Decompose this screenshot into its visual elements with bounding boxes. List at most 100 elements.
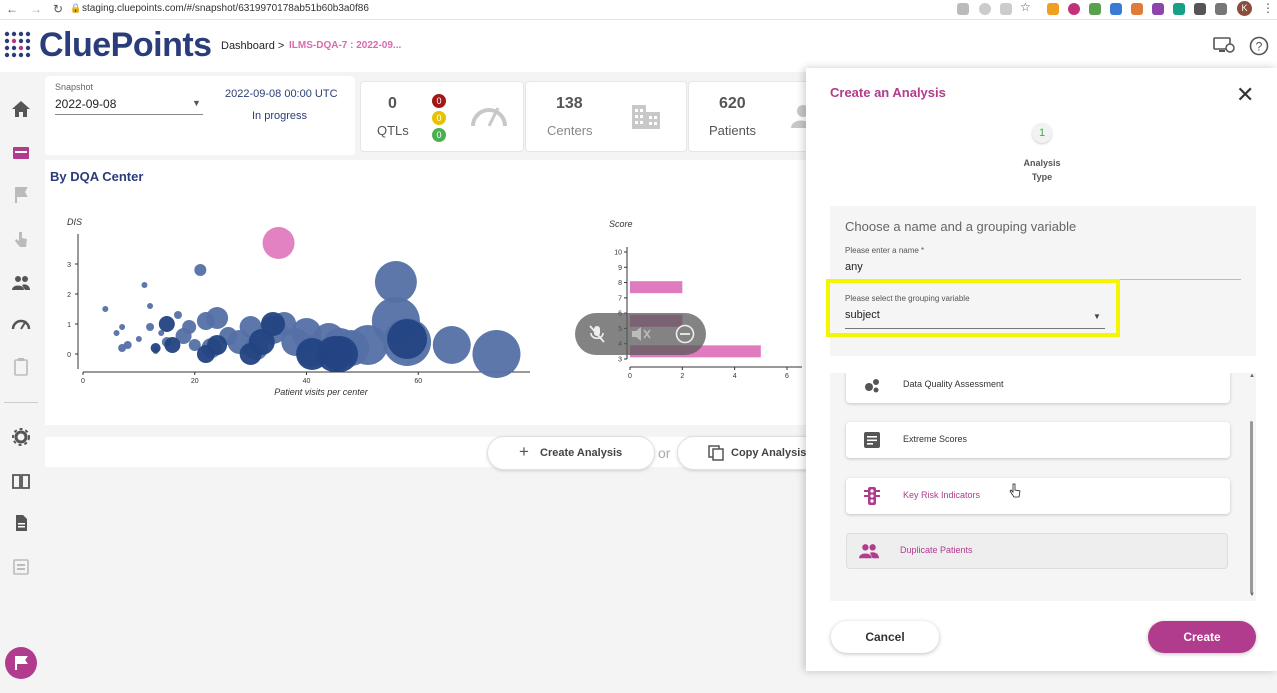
type-label: Key Risk Indicators (903, 490, 981, 500)
mic-off-icon[interactable] (587, 324, 607, 344)
or-separator: or (658, 445, 671, 461)
document-icon[interactable] (11, 514, 31, 532)
traffic-light-icon (864, 487, 880, 505)
extension-icon[interactable] (1173, 3, 1185, 15)
x-tick-label: 6 (785, 373, 789, 380)
pointer-cursor-icon (1009, 483, 1021, 498)
flag-fab-button[interactable] (5, 647, 37, 679)
grouping-field-label: Please select the grouping variable (845, 294, 970, 303)
x-tick-label: 4 (733, 373, 737, 380)
address-bar[interactable]: staging.cluepoints.com/#/snapshot/631997… (82, 3, 369, 14)
grouping-field-value: subject (845, 309, 880, 321)
gauge-icon[interactable] (11, 316, 31, 334)
scroll-down-icon[interactable]: ▼ (1249, 592, 1255, 598)
data-point (150, 343, 161, 353)
name-field[interactable]: Please enter a name * any (845, 246, 1241, 280)
sidebar-divider (4, 402, 38, 403)
minus-circle-icon[interactable] (675, 324, 695, 344)
dashboard-icon[interactable] (11, 144, 31, 162)
type-item-duplicate-patients[interactable]: Duplicate Patients (846, 533, 1228, 569)
profile-avatar[interactable]: K (1237, 1, 1252, 16)
sidebar-toggle-icon[interactable] (1215, 3, 1227, 15)
bar-y-label: Score (609, 219, 633, 229)
clipboard-icon[interactable] (11, 358, 31, 376)
name-field-label: Please enter a name * (845, 246, 925, 255)
browser-toolbar: ← → ↻ 🔒 staging.cluepoints.com/#/snapsho… (0, 0, 1277, 20)
report-icon[interactable] (11, 558, 31, 576)
data-point (146, 323, 155, 331)
data-point (102, 306, 109, 312)
data-point (147, 303, 154, 309)
data-point (248, 329, 275, 355)
data-point (188, 339, 201, 351)
people-icon[interactable] (11, 274, 31, 292)
snapshot-select[interactable]: 2022-09-08 ▼ (55, 96, 203, 115)
grouping-variable-select[interactable]: Please select the grouping variable subj… (845, 294, 1105, 329)
x-tick-label: 0 (628, 373, 632, 380)
x-tick-label: 40 (303, 378, 311, 385)
qtls-card[interactable]: 0 QTLs 0 0 0 (360, 81, 524, 152)
help-icon[interactable]: ? (1249, 36, 1269, 56)
create-button[interactable]: Create (1148, 621, 1256, 653)
monitor-settings-icon[interactable] (1213, 36, 1235, 54)
share-icon[interactable] (1000, 3, 1012, 15)
home-icon[interactable] (11, 100, 31, 118)
extension-icon[interactable] (1110, 3, 1122, 15)
centers-value: 138 (556, 95, 583, 112)
type-item-data-quality-assessment[interactable]: Data Quality Assessment (846, 373, 1230, 403)
extension-icon[interactable] (1047, 3, 1059, 15)
sound-off-icon[interactable] (630, 324, 652, 344)
scroll-thumb[interactable] (1250, 421, 1253, 593)
star-icon[interactable]: ☆ (1020, 0, 1031, 14)
yellow-badge: 0 (432, 111, 446, 125)
snapshot-status: In progress (252, 110, 308, 122)
building-icon (632, 105, 660, 129)
menu-icon[interactable]: ⋮ (1262, 1, 1274, 15)
breadcrumb-dashboard[interactable]: Dashboard > (221, 40, 285, 52)
cancel-button[interactable]: Cancel (831, 621, 939, 653)
name-field-value: any (845, 261, 863, 273)
centers-card[interactable]: 138 Centers (525, 81, 687, 152)
y-tick-label: 1 (67, 322, 71, 329)
data-point (207, 335, 228, 355)
type-item-key-risk-indicators[interactable]: Key Risk Indicators (846, 478, 1230, 514)
zoom-icon[interactable] (979, 3, 991, 15)
brand-logo: CluePoints (39, 26, 212, 64)
y-tick-label: 3 (618, 357, 622, 364)
copy-analysis-label: Copy Analysis (731, 447, 807, 459)
document-lines-icon (864, 432, 880, 448)
extension-icon[interactable] (1152, 3, 1164, 15)
analysis-type-list[interactable]: Data Quality Assessment Extreme Scores K… (830, 373, 1256, 601)
copy-analysis-button[interactable]: Copy Analysis (677, 436, 829, 470)
chevron-down-icon: ▼ (192, 98, 201, 108)
snapshot-datetime: 2022-09-08 00:00 UTC (225, 88, 338, 100)
extension-icon[interactable] (1068, 3, 1080, 15)
dialog-title: Create an Analysis (830, 85, 946, 100)
patients-value: 620 (719, 95, 746, 112)
create-analysis-label: Create Analysis (540, 447, 623, 459)
close-icon[interactable]: ✕ (1236, 82, 1255, 107)
flag-icon[interactable] (11, 186, 31, 204)
type-item-extreme-scores[interactable]: Extreme Scores (846, 422, 1230, 458)
gear-icon[interactable] (11, 428, 31, 446)
book-icon[interactable] (11, 472, 31, 490)
y-tick-label: 10 (614, 250, 622, 257)
scroll-up-icon[interactable]: ▲ (1249, 373, 1255, 379)
back-icon[interactable]: ← (6, 2, 18, 16)
forward-icon[interactable]: → (30, 2, 42, 16)
logo-icon (4, 31, 31, 58)
puzzle-icon[interactable] (1194, 3, 1206, 15)
step-label: Analysis Type (1006, 156, 1078, 184)
people-icon (859, 544, 879, 559)
touch-icon[interactable] (11, 230, 31, 248)
red-badge: 0 (432, 94, 446, 108)
y-tick-label: 9 (618, 265, 622, 272)
list-scrollbar[interactable]: ▲ ▼ (1247, 373, 1256, 601)
centers-label: Centers (547, 123, 593, 138)
breadcrumb-current[interactable]: ILMS-DQA-7 : 2022-09... (289, 40, 402, 51)
reload-icon[interactable]: ↻ (53, 2, 64, 16)
create-analysis-button[interactable]: + Create Analysis (487, 436, 655, 470)
extension-icon[interactable] (1089, 3, 1101, 15)
extension-icon[interactable] (1131, 3, 1143, 15)
key-icon[interactable] (957, 3, 969, 15)
